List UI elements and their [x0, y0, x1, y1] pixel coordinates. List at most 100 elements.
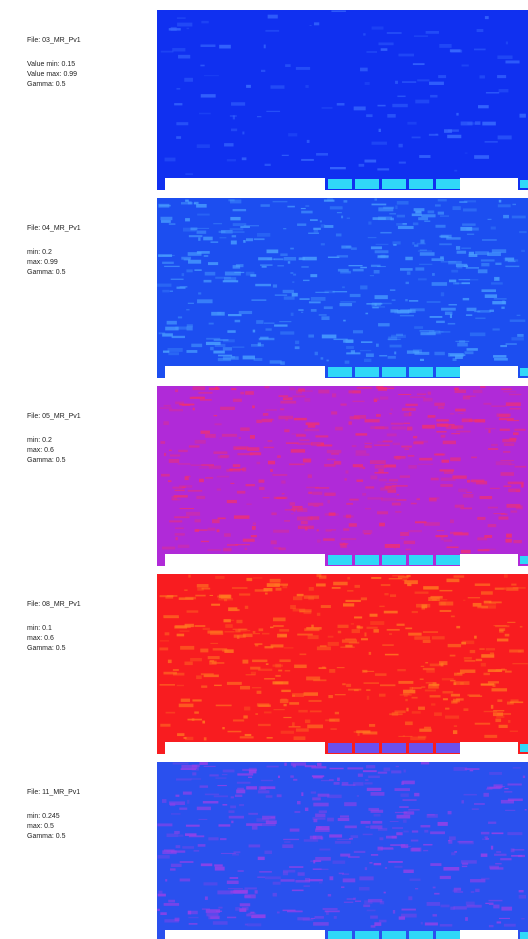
heatmap-speckle — [400, 309, 415, 313]
heatmap-speckle — [370, 426, 384, 429]
heatmap-speckle — [164, 453, 166, 456]
heatmap-speckle — [510, 408, 521, 410]
heatmap-speckle — [379, 920, 387, 923]
heatmap-speckle — [378, 772, 387, 774]
heatmap-speckle — [379, 129, 381, 132]
heatmap-speckle — [384, 593, 388, 595]
heatmap-speckle — [441, 435, 446, 438]
heatmap-speckle — [407, 350, 419, 353]
heatmap-speckle — [375, 673, 387, 676]
heatmap-speckle — [264, 646, 273, 648]
heatmap-speckle — [258, 724, 271, 726]
heatmap-speckle — [383, 768, 390, 772]
heatmap-speckle — [450, 354, 465, 356]
heatmap-speckle — [324, 200, 334, 202]
heatmap-speckle — [475, 889, 479, 892]
heatmap-speckle — [168, 900, 175, 903]
heatmap-speckle — [246, 674, 256, 675]
heatmap-speckle — [282, 493, 285, 494]
heatmap-speckle — [405, 404, 417, 406]
heatmap-speckle — [465, 351, 474, 354]
heatmap-speckle — [367, 788, 381, 791]
heatmap-speckle — [397, 215, 405, 218]
heatmap-speckle — [408, 633, 421, 636]
heatmap-speckle — [427, 814, 438, 818]
heatmap-speckle — [277, 265, 284, 267]
heatmap-speckle — [265, 30, 279, 32]
heatmap-speckle — [299, 298, 309, 300]
strip — [460, 930, 518, 939]
heatmap-speckle — [266, 663, 269, 665]
heatmap-speckle — [218, 824, 230, 826]
param-label: Gamma: 0.5 — [27, 457, 66, 464]
heatmap-speckle — [204, 255, 209, 257]
heatmap-speckle — [467, 234, 474, 235]
heatmap-speckle — [245, 391, 254, 395]
heatmap-speckle — [493, 355, 506, 358]
heatmap-speckle — [328, 642, 339, 646]
heatmap-speckle — [165, 158, 176, 162]
heatmap-speckle — [249, 844, 261, 847]
heatmap-speckle — [256, 818, 269, 822]
heatmap-speckle — [347, 898, 356, 899]
heatmap-speckle — [345, 339, 353, 343]
heatmap-speckle — [242, 907, 249, 910]
heatmap-speckle — [439, 590, 452, 591]
heatmap-speckle — [498, 204, 511, 207]
heatmap-speckle — [420, 252, 435, 256]
heatmap-speckle — [233, 464, 240, 467]
heatmap-speckle — [365, 160, 377, 163]
heatmap-speckle — [436, 431, 446, 432]
heatmap-speckle — [337, 778, 340, 781]
heatmap-speckle — [218, 598, 233, 601]
heatmap-speckle — [330, 206, 343, 209]
heatmap-speckle — [175, 490, 185, 491]
heatmap-speckle — [178, 316, 182, 318]
heatmap-speckle — [479, 648, 484, 650]
heatmap-speckle — [504, 924, 516, 927]
heatmap-speckle — [402, 81, 416, 83]
heatmap-speckle — [376, 414, 381, 417]
heatmap-speckle — [509, 464, 515, 465]
heatmap-speckle — [451, 852, 455, 855]
heatmap-speckle — [230, 877, 239, 879]
heatmap-speckle — [425, 662, 428, 663]
heatmap-speckle — [403, 690, 415, 694]
heatmap-speckle — [210, 241, 218, 243]
heatmap-speckle — [450, 49, 461, 52]
heatmap-speckle — [161, 220, 171, 223]
heatmap-speckle — [506, 41, 508, 44]
heatmap-speckle — [379, 479, 387, 482]
heatmap-speckle — [191, 344, 202, 347]
heatmap-speckle — [180, 879, 190, 882]
heatmap-speckle — [448, 323, 456, 325]
heatmap-speckle — [330, 728, 336, 729]
heatmap-speckle — [258, 857, 265, 860]
heatmap-speckle — [454, 888, 461, 891]
strip-block — [355, 179, 379, 189]
heatmap-speckle — [169, 459, 179, 463]
heatmap-speckle — [435, 134, 437, 136]
heatmap-speckle — [414, 208, 425, 211]
heatmap-speckle — [187, 610, 199, 612]
heatmap-speckle — [246, 914, 251, 917]
heatmap-speckle — [357, 387, 372, 389]
heatmap-speckle — [414, 326, 423, 329]
heatmap-speckle — [453, 730, 457, 734]
heatmap-speckle — [394, 788, 409, 791]
heatmap-speckle — [363, 530, 373, 534]
heatmap-speckle — [456, 246, 460, 250]
heatmap-speckle — [400, 532, 409, 536]
heatmap-speckle — [187, 719, 201, 721]
heatmap-speckle — [178, 450, 187, 452]
heatmap-speckle — [431, 703, 435, 705]
heatmap-speckle — [415, 592, 429, 594]
heatmap-speckle — [271, 512, 276, 515]
heatmap-speckle — [252, 405, 255, 408]
heatmap-speckle — [402, 408, 416, 411]
strip-block — [355, 367, 379, 377]
heatmap-speckle — [162, 290, 169, 293]
heatmap-speckle — [195, 440, 206, 444]
heatmap-speckle — [166, 712, 176, 714]
heatmap-speckle — [165, 879, 167, 881]
